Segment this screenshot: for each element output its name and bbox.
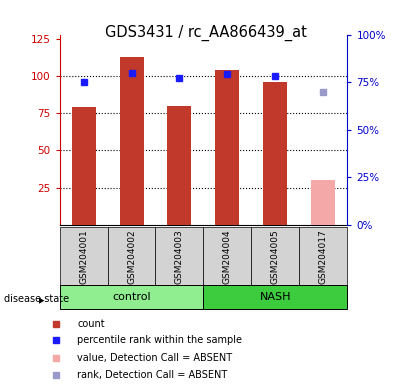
Text: GDS3431 / rc_AA866439_at: GDS3431 / rc_AA866439_at [104,25,307,41]
Text: disease state: disease state [4,294,69,304]
Text: GSM204004: GSM204004 [223,229,232,284]
Text: count: count [77,319,105,329]
Bar [252,227,299,286]
Text: percentile rank within the sample: percentile rank within the sample [77,336,242,346]
Text: rank, Detection Call = ABSENT: rank, Detection Call = ABSENT [77,370,228,380]
Bar [72,107,95,225]
Bar [311,180,335,225]
Text: control: control [112,292,151,302]
Bar [120,57,143,225]
Bar [263,82,287,225]
Text: value, Detection Call = ABSENT: value, Detection Call = ABSENT [77,353,232,363]
Text: GSM204001: GSM204001 [79,229,88,284]
Bar [108,227,155,286]
Polygon shape [39,298,44,304]
Bar [60,285,203,309]
Bar [203,285,347,309]
Bar [299,227,347,286]
Text: GSM204017: GSM204017 [319,229,328,284]
Text: GSM204005: GSM204005 [271,229,280,284]
Bar [168,106,192,225]
Text: NASH: NASH [260,292,291,302]
Bar [155,227,203,286]
Bar [203,227,252,286]
Bar [60,227,108,286]
Text: GSM204003: GSM204003 [175,229,184,284]
Text: GSM204002: GSM204002 [127,229,136,284]
Bar [215,70,239,225]
